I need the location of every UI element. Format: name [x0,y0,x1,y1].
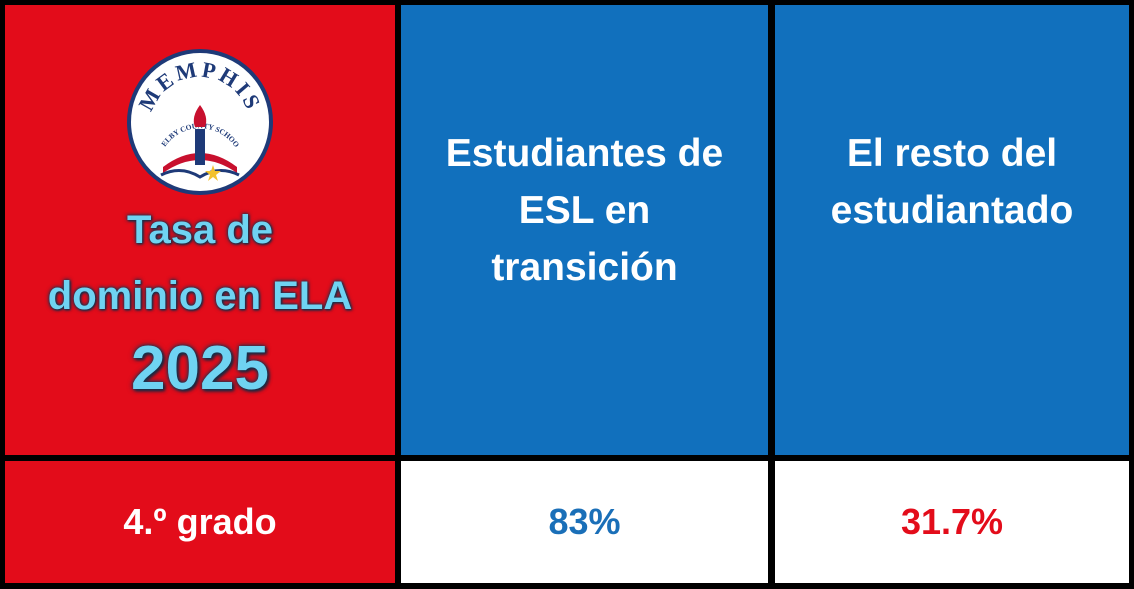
text-line: El resto del [846,132,1058,175]
title: Tasa de dominio en ELA [48,197,352,329]
logo-torch [195,129,205,165]
column-header: Estudiantes de ESL en transición [401,5,768,455]
row-label: 4.º grado [5,461,395,583]
text-line: ESL en [518,189,651,232]
text-line: dominio en ELA [47,274,353,318]
value-cell: 31.7% [775,461,1129,583]
text-line: transición [491,246,678,289]
text-line: Tasa de [127,208,273,252]
column-header: El resto del estudiantado [775,5,1129,455]
value: 31.7% [900,501,1004,542]
logo-star [205,165,221,181]
logo-pages [160,169,240,179]
title-cell: MEMPHIS SHELBY COUNTY SCHOOLS Tasa de dom… [5,5,395,455]
text-line: estudiantado [830,189,1074,232]
logo-book [163,153,237,173]
year: 2025 [131,334,269,403]
logo-flame [193,105,207,127]
value-cell: 83% [401,461,768,583]
row-label-text: 4.º grado [123,501,277,542]
value: 83% [548,501,621,542]
text-line: Estudiantes de [445,132,724,175]
logo: MEMPHIS SHELBY COUNTY SCHOOLS [125,47,273,195]
